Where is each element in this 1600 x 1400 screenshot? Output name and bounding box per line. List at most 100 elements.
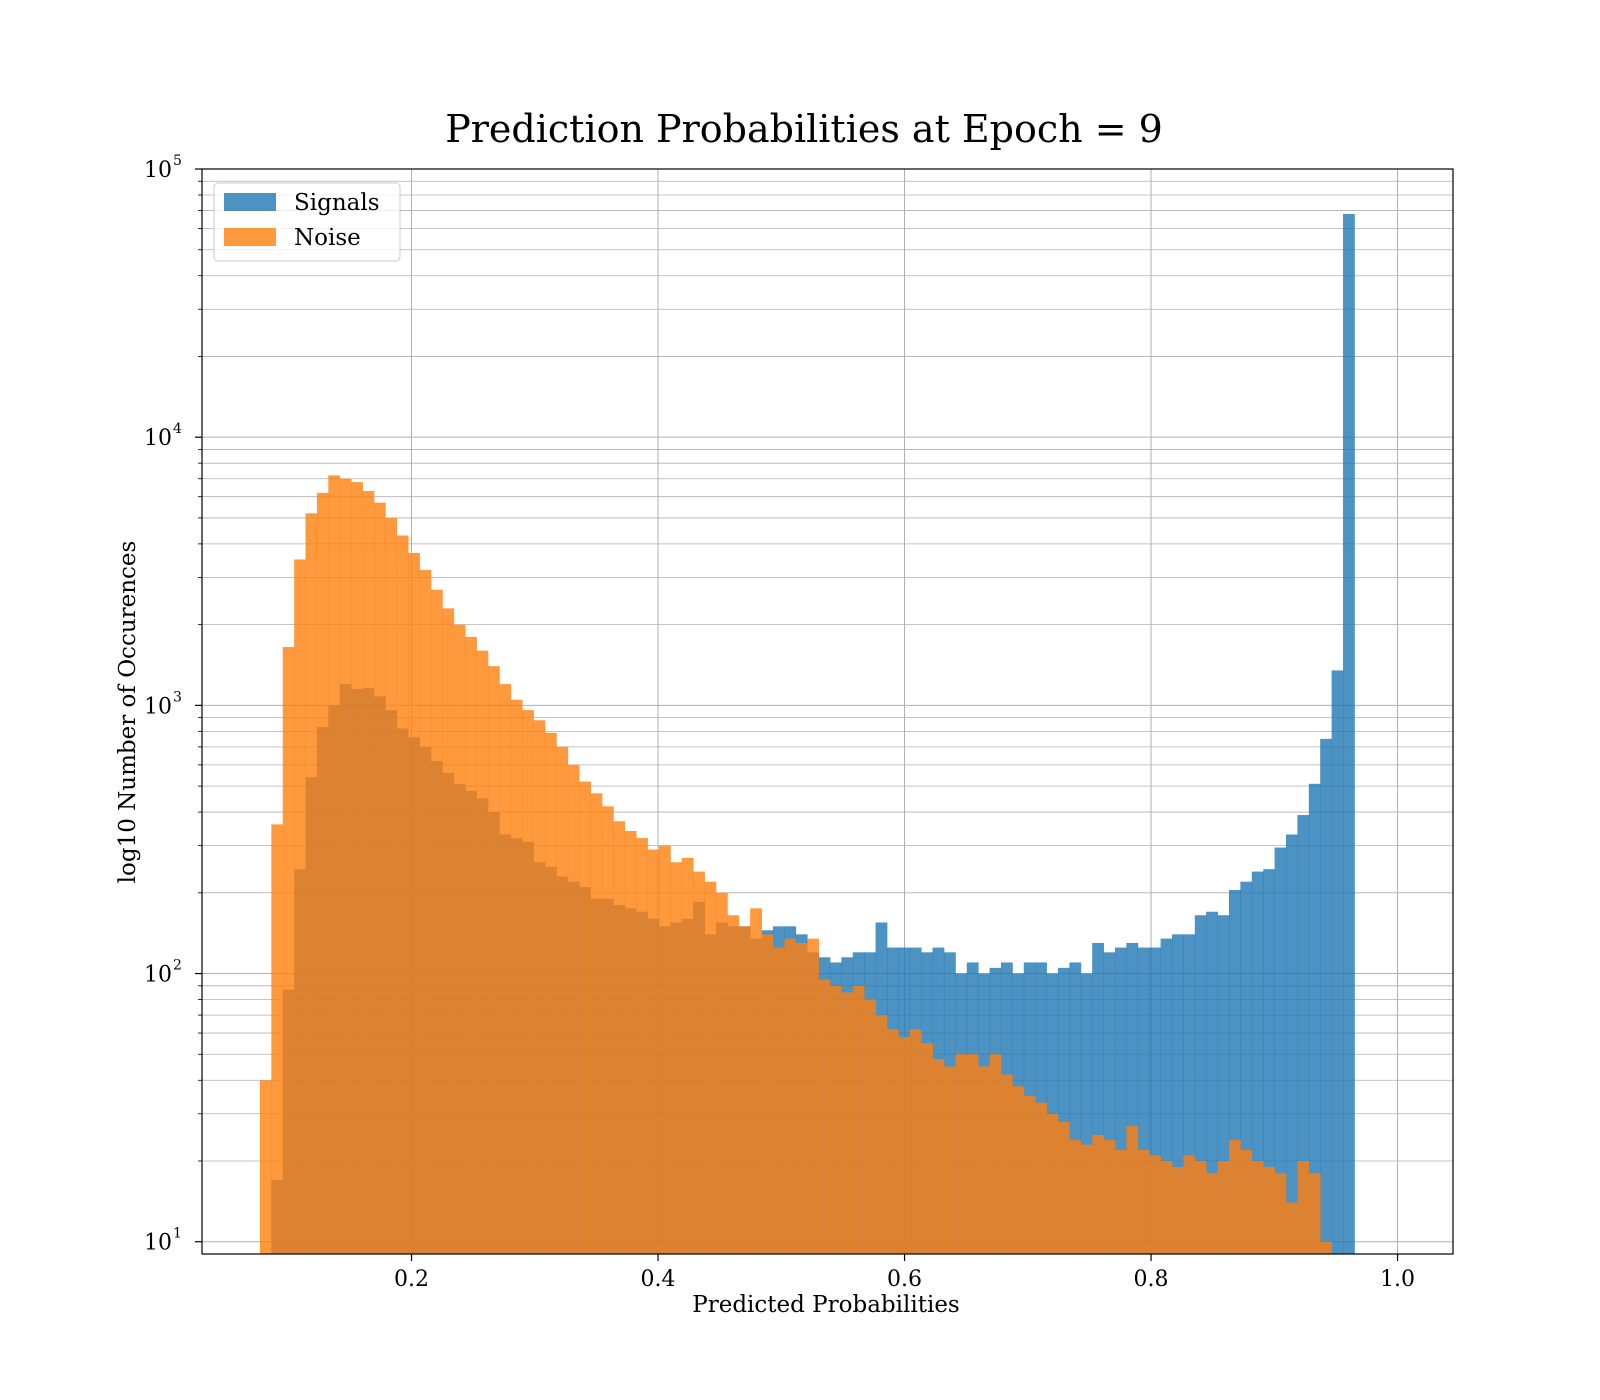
bar-noise <box>1137 1149 1150 1254</box>
bar-signals <box>1160 938 1173 1254</box>
bar-signals <box>1240 881 1253 1254</box>
bar-noise <box>305 513 318 1254</box>
bar-signals <box>1206 911 1218 1254</box>
y-tick-label: 10 <box>144 1231 172 1256</box>
bar-noise <box>487 666 500 1254</box>
bar-signals <box>1149 947 1161 1254</box>
bar-signals <box>1103 952 1116 1254</box>
bar-noise <box>1263 1166 1275 1254</box>
x-ticks: 0.2 0.4 0.6 0.8 1.0 <box>394 1254 1415 1292</box>
bar-noise <box>419 569 432 1254</box>
bar-signals <box>1331 670 1344 1254</box>
legend-swatch-noise <box>224 228 276 246</box>
bar-noise <box>1023 1095 1036 1254</box>
bar-noise <box>624 831 637 1254</box>
bar-noise <box>909 1029 922 1254</box>
bar-signals <box>1069 962 1082 1254</box>
bar-noise <box>476 650 489 1254</box>
bar-noise <box>966 1054 979 1254</box>
bar-noise <box>1160 1160 1173 1254</box>
bar-noise <box>727 915 740 1254</box>
legend-label-noise: Noise <box>294 225 361 251</box>
bar-noise <box>316 492 329 1254</box>
bar-signals <box>1320 738 1332 1254</box>
bar-noise <box>1206 1173 1218 1254</box>
bar-signals <box>1263 869 1275 1254</box>
bar-noise <box>544 732 557 1254</box>
bar-noise <box>1274 1173 1287 1254</box>
bar-noise <box>807 938 819 1254</box>
bar-noise <box>1320 1241 1332 1254</box>
bar-signals <box>1194 915 1207 1254</box>
bar-noise <box>1126 1126 1139 1254</box>
bar-noise <box>875 1015 888 1254</box>
bar-noise <box>886 1029 899 1254</box>
bar-noise <box>761 934 774 1254</box>
bar-noise <box>1183 1155 1196 1254</box>
bar-noise <box>522 710 534 1254</box>
bar-noise <box>636 838 648 1254</box>
bar-noise <box>579 781 591 1254</box>
bar-noise <box>1171 1166 1184 1254</box>
bar-noise <box>784 938 797 1254</box>
bar-noise <box>932 1059 945 1254</box>
bar-noise <box>978 1066 990 1254</box>
bar-signals <box>1114 947 1127 1254</box>
bar-noise <box>1069 1139 1082 1254</box>
bar-noise <box>955 1054 968 1254</box>
bar-signals <box>1251 871 1264 1254</box>
bar-noise <box>294 559 306 1254</box>
bar-signals <box>1228 889 1241 1254</box>
x-tick-label: 0.6 <box>887 1267 922 1292</box>
bar-signals <box>1217 915 1230 1254</box>
bar-noise <box>693 871 705 1254</box>
bar-noise <box>351 482 363 1254</box>
bar-noise <box>715 892 728 1254</box>
y-tick-label: 10 <box>144 963 172 988</box>
bar-noise <box>704 881 717 1254</box>
bar-signals <box>1080 973 1093 1254</box>
x-tick-label: 0.2 <box>394 1267 429 1292</box>
bar-noise <box>442 608 455 1254</box>
legend: Signals Noise <box>213 182 401 262</box>
bar-noise <box>1297 1160 1310 1254</box>
bar-signals <box>1274 847 1287 1254</box>
bar-signals <box>1285 834 1298 1254</box>
bar-noise <box>864 999 876 1254</box>
bar-noise <box>1228 1139 1241 1254</box>
bar-noise <box>795 942 808 1254</box>
bar-noise <box>1149 1155 1161 1254</box>
bar-noise <box>658 845 671 1254</box>
bar-noise <box>373 502 386 1254</box>
bar-noise <box>408 552 420 1254</box>
x-tick-label: 0.8 <box>1134 1267 1169 1292</box>
bar-noise <box>556 746 569 1254</box>
axes-frame <box>201 168 1454 1255</box>
bar-noise <box>989 1054 1002 1254</box>
chart-title: Prediction Probabilities at Epoch = 9 <box>445 107 1163 151</box>
legend-label-signals: Signals <box>294 190 380 216</box>
bar-signals <box>1342 213 1355 1255</box>
bar-noise <box>1308 1173 1321 1254</box>
bar-noise <box>1000 1074 1013 1254</box>
bar-noise <box>282 647 295 1254</box>
bar-noise <box>1194 1160 1207 1254</box>
bar-noise <box>271 824 284 1254</box>
bar-noise <box>1080 1144 1093 1254</box>
y-tick-exponent: 5 <box>173 153 182 169</box>
bar-noise <box>943 1066 956 1254</box>
bar-noise <box>1092 1135 1104 1254</box>
bar-noise <box>259 1080 272 1254</box>
bar-noise <box>567 764 580 1254</box>
bar-noise <box>601 806 614 1254</box>
bar-noise <box>1285 1202 1298 1254</box>
bar-noise <box>385 517 398 1254</box>
y-tick-exponent: 3 <box>173 689 182 705</box>
bar-signals <box>1297 815 1310 1254</box>
bar-noise <box>1057 1121 1070 1254</box>
bar-noise <box>1035 1102 1047 1254</box>
bar-noise <box>1240 1149 1253 1254</box>
bar-noise <box>453 624 466 1254</box>
